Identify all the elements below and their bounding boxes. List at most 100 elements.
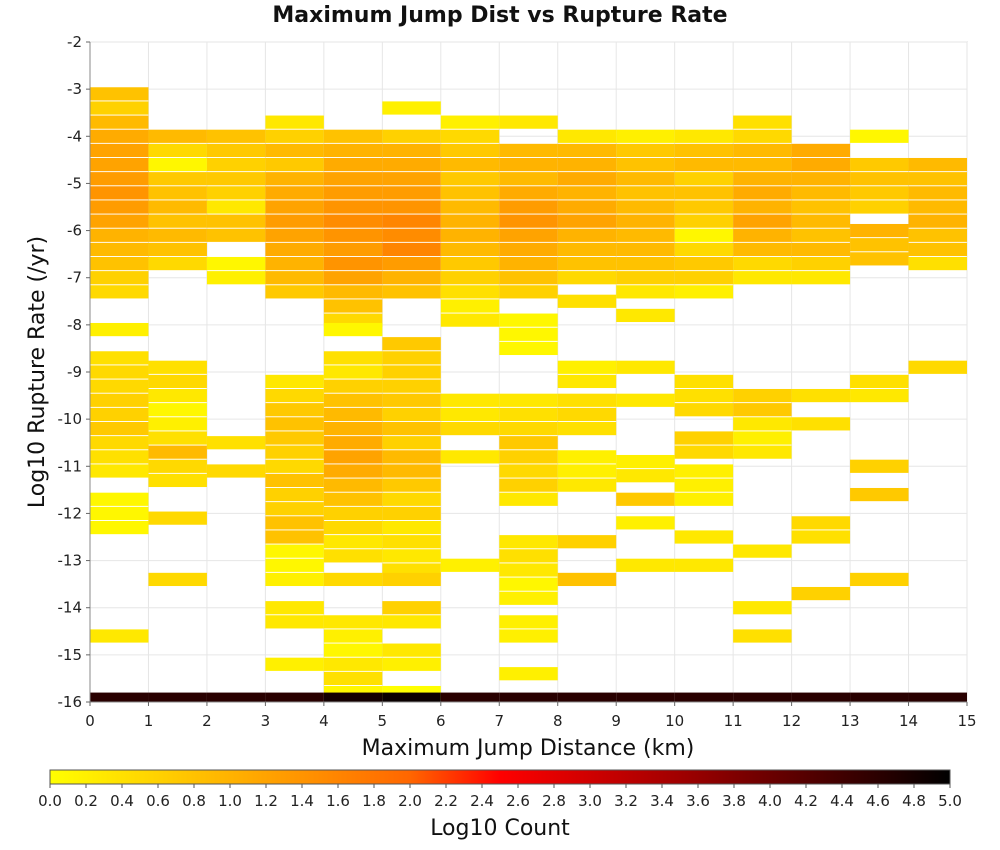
heatmap-cell bbox=[382, 643, 441, 657]
heatmap-cell bbox=[206, 186, 266, 200]
heatmap-cell bbox=[674, 214, 734, 228]
heatmap-cell bbox=[733, 544, 792, 558]
colorbar-tick-label: 3.6 bbox=[686, 792, 710, 810]
colorbar-tick-label: 1.2 bbox=[254, 792, 278, 810]
heatmap-cell bbox=[440, 393, 500, 407]
heatmap-cell bbox=[674, 129, 734, 143]
heatmap-cell bbox=[440, 242, 500, 257]
heatmap-cell bbox=[616, 256, 675, 271]
chart-title: Maximum Jump Dist vs Rupture Rate bbox=[272, 3, 727, 28]
heatmap-cell bbox=[90, 200, 149, 214]
heatmap-cell bbox=[557, 294, 617, 308]
heatmap-cell bbox=[90, 322, 149, 337]
heatmap-cell bbox=[440, 129, 500, 143]
heatmap-cell bbox=[90, 436, 149, 450]
heatmap-cell bbox=[440, 228, 500, 242]
y-tick-label: -11 bbox=[58, 457, 83, 475]
heatmap-cell bbox=[148, 186, 207, 200]
heatmap-cell bbox=[440, 299, 500, 313]
heatmap-cell bbox=[733, 143, 792, 158]
heatmap-cell bbox=[674, 530, 734, 544]
heatmap-cell bbox=[733, 256, 792, 271]
heatmap-cell bbox=[557, 129, 617, 143]
x-tick-label: 12 bbox=[782, 712, 801, 730]
heatmap-cell bbox=[323, 214, 383, 228]
heatmap-cell bbox=[733, 157, 792, 172]
heatmap-cell bbox=[557, 271, 617, 285]
heatmap-cell bbox=[557, 186, 617, 200]
heatmap-cell bbox=[265, 516, 324, 530]
y-tick-labels: -2 -3 -4 -5 -6 -7 -8 -9 -10 -11 -12 -13 -14 -15 -16 bbox=[58, 33, 83, 711]
heatmap-cell bbox=[791, 692, 851, 702]
heatmap-cell bbox=[733, 129, 792, 143]
heatmap-cell bbox=[382, 337, 441, 351]
heatmap-cell bbox=[382, 101, 441, 115]
heatmap-cell bbox=[90, 421, 149, 436]
heatmap-cell bbox=[850, 129, 909, 143]
heatmap-cell bbox=[557, 157, 617, 172]
heatmap-cell bbox=[440, 271, 500, 285]
heatmap-cell bbox=[265, 657, 324, 671]
heatmap-cell bbox=[499, 563, 558, 577]
heatmap-cell bbox=[557, 478, 617, 492]
colorbar-tick-label: 3.2 bbox=[614, 792, 638, 810]
heatmap-cell bbox=[440, 172, 500, 186]
heatmap-cell bbox=[265, 157, 324, 172]
heatmap-cell bbox=[382, 436, 441, 450]
heatmap-cell bbox=[733, 186, 792, 200]
heatmap-cell bbox=[323, 365, 383, 379]
heatmap-cell bbox=[733, 200, 792, 214]
y-tick-label: -5 bbox=[67, 174, 82, 192]
heatmap-cell bbox=[616, 200, 675, 214]
heatmap-cell bbox=[440, 157, 500, 172]
heatmap-cell bbox=[674, 464, 734, 478]
heatmap-cell bbox=[674, 478, 734, 492]
heatmap-cell bbox=[733, 228, 792, 242]
heatmap-cell bbox=[206, 172, 266, 186]
heatmap-cell bbox=[382, 172, 441, 186]
heatmap-cell bbox=[323, 186, 383, 200]
heatmap-cell bbox=[733, 431, 792, 445]
heatmap-cell bbox=[557, 407, 617, 422]
heatmap-cell bbox=[206, 256, 266, 271]
x-tick-label: 10 bbox=[665, 712, 684, 730]
x-tick-label: 9 bbox=[611, 712, 621, 730]
heatmap-cell bbox=[850, 572, 909, 587]
x-tick-label: 3 bbox=[261, 712, 271, 730]
heatmap-cell bbox=[616, 143, 675, 158]
heatmap-cell bbox=[674, 172, 734, 186]
heatmap-cell bbox=[90, 143, 149, 158]
colorbar-tick-label: 0.0 bbox=[38, 792, 62, 810]
heatmap-cell bbox=[323, 285, 383, 299]
heatmap-cell bbox=[908, 214, 967, 228]
heatmap-cell bbox=[382, 520, 441, 535]
heatmap-cell bbox=[382, 535, 441, 549]
colorbar-tick-label: 1.8 bbox=[362, 792, 386, 810]
heatmap-cell bbox=[382, 506, 441, 521]
heatmap-cell bbox=[499, 242, 558, 257]
heatmap-cell bbox=[616, 692, 675, 702]
x-tick-label: 5 bbox=[378, 712, 388, 730]
heatmap-cell bbox=[674, 431, 734, 445]
heatmap-cell bbox=[499, 393, 558, 407]
heatmap-cell bbox=[323, 464, 383, 478]
heatmap-cell bbox=[499, 256, 558, 271]
heatmap-cell bbox=[850, 388, 909, 403]
heatmap-cell bbox=[323, 379, 383, 393]
heatmap-cell bbox=[382, 615, 441, 629]
heatmap-cell bbox=[733, 629, 792, 643]
heatmap-cell bbox=[265, 502, 324, 516]
heatmap-cell bbox=[440, 450, 500, 464]
heatmap-cell bbox=[557, 214, 617, 228]
x-tick-label: 4 bbox=[319, 712, 329, 730]
heatmap-cell bbox=[557, 172, 617, 186]
colorbar-tick-label: 0.4 bbox=[110, 792, 134, 810]
heatmap-cell bbox=[557, 228, 617, 242]
heatmap-cell bbox=[499, 478, 558, 492]
heatmap-cell bbox=[791, 388, 851, 403]
heatmap-cell bbox=[382, 271, 441, 285]
heatmap-cell bbox=[265, 271, 324, 285]
heatmap-cell bbox=[733, 692, 792, 702]
heatmap-cell bbox=[499, 492, 558, 506]
